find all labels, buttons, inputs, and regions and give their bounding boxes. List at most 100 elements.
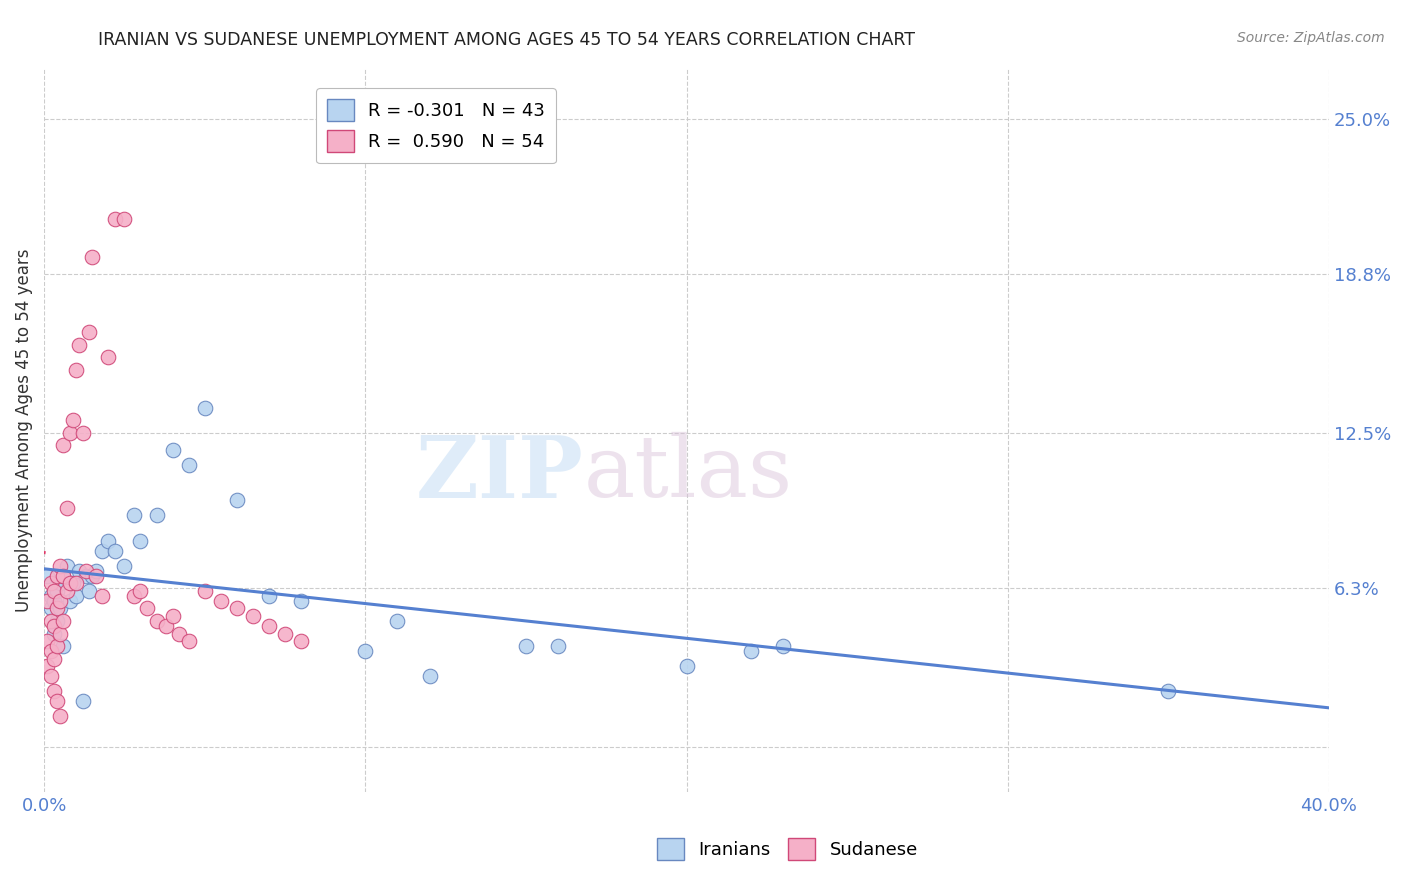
Point (46, 583, 69, 598)
Point (675, 659, 697, 673)
Point (257, 589, 280, 603)
Point (772, 639, 794, 653)
Point (52, 568, 75, 582)
Point (55, 583, 77, 598)
Point (104, 543, 127, 558)
Point (55, 558, 77, 573)
Legend: R = -0.301   N = 43, R =  0.590   N = 54: R = -0.301 N = 43, R = 0.590 N = 54 (316, 88, 555, 163)
Point (59, 576, 82, 591)
Point (77, 325, 100, 339)
Point (39, 644, 62, 658)
Point (194, 401, 217, 415)
Point (354, 644, 377, 658)
Point (39, 589, 62, 603)
Point (46, 639, 69, 653)
Text: Source: ZipAtlas.com: Source: ZipAtlas.com (1237, 31, 1385, 45)
Point (162, 609, 184, 624)
Point (59, 425, 82, 440)
Point (39, 614, 62, 628)
Point (290, 634, 312, 648)
Point (177, 458, 200, 473)
Point (257, 619, 280, 633)
Point (135, 601, 157, 615)
Point (37, 568, 59, 582)
Point (55, 500, 77, 515)
Point (515, 639, 537, 653)
Point (177, 634, 200, 648)
Text: IRANIAN VS SUDANESE UNEMPLOYMENT AMONG AGES 45 TO 54 YEARS CORRELATION CHART: IRANIAN VS SUDANESE UNEMPLOYMENT AMONG A… (98, 31, 915, 49)
Point (129, 583, 152, 598)
Point (46, 601, 69, 615)
Point (547, 639, 569, 653)
Point (97, 351, 120, 365)
Point (37, 659, 59, 673)
Point (112, 212, 135, 227)
Point (122, 589, 145, 603)
Point (42, 583, 65, 598)
Point (49, 626, 72, 640)
Point (129, 533, 152, 548)
Point (62, 576, 84, 591)
Point (419, 669, 441, 683)
Point (1157, 684, 1180, 698)
Point (77, 583, 100, 598)
Point (162, 443, 184, 458)
Point (194, 583, 217, 598)
Point (59, 594, 82, 608)
Point (39, 601, 62, 615)
Point (290, 594, 312, 608)
Text: ZIP: ZIP (416, 432, 583, 516)
Point (49, 594, 72, 608)
Legend: Iranians, Sudanese: Iranians, Sudanese (650, 830, 925, 867)
Point (52, 438, 75, 452)
Point (90, 543, 112, 558)
Point (82, 568, 104, 582)
Point (62, 413, 84, 427)
Point (52, 568, 75, 582)
Point (225, 601, 247, 615)
Point (39, 669, 62, 683)
Point (145, 508, 167, 523)
Point (75, 564, 97, 578)
Point (82, 250, 104, 264)
Point (52, 639, 75, 653)
Point (39, 576, 62, 591)
Point (65, 576, 87, 591)
Point (42, 651, 65, 665)
Point (97, 533, 120, 548)
Point (75, 568, 97, 582)
Point (65, 589, 87, 603)
Point (84, 568, 107, 582)
Point (37, 634, 59, 648)
Text: atlas: atlas (583, 432, 793, 515)
Point (69, 337, 91, 351)
Point (145, 614, 167, 628)
Point (49, 576, 72, 591)
Point (42, 626, 65, 640)
Point (155, 619, 177, 633)
Point (42, 684, 65, 698)
Point (42, 594, 65, 608)
Point (72, 425, 94, 440)
Point (72, 694, 94, 708)
Point (84, 564, 107, 578)
Y-axis label: Unemployment Among Ages 45 to 54 years: Unemployment Among Ages 45 to 54 years (15, 248, 32, 612)
Point (46, 694, 69, 708)
Point (274, 626, 297, 640)
Point (122, 508, 145, 523)
Point (46, 568, 69, 582)
Point (49, 709, 72, 723)
Point (740, 644, 762, 658)
Point (242, 609, 264, 624)
Point (225, 493, 247, 508)
Point (104, 212, 127, 227)
Point (167, 626, 190, 640)
Point (42, 619, 65, 633)
Point (37, 594, 59, 608)
Point (90, 589, 112, 603)
Point (209, 594, 232, 608)
Point (49, 558, 72, 573)
Point (52, 614, 75, 628)
Point (69, 564, 91, 578)
Point (112, 558, 135, 573)
